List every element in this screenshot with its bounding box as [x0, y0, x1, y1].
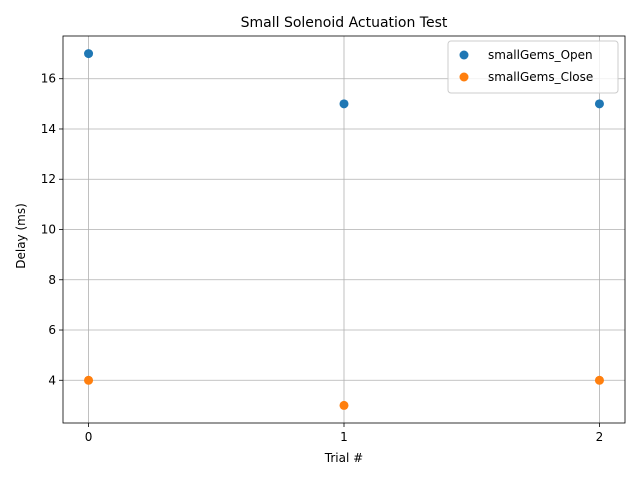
legend-marker: [459, 72, 469, 82]
data-points: [84, 49, 604, 410]
y-tick-label: 6: [48, 323, 56, 337]
y-tick-label: 4: [48, 373, 56, 387]
x-axis-label: Trial #: [324, 451, 363, 465]
legend-marker: [459, 50, 469, 60]
data-point: [84, 49, 94, 59]
data-point: [339, 400, 349, 410]
y-tick-label: 8: [48, 273, 56, 287]
data-point: [339, 99, 349, 109]
data-point: [84, 375, 94, 385]
x-tick-label: 1: [340, 430, 348, 444]
y-tick-label: 16: [41, 72, 56, 86]
series-smallGems_Close: [84, 375, 604, 410]
chart-title: Small Solenoid Actuation Test: [241, 15, 448, 31]
y-tick-label: 10: [41, 223, 56, 237]
legend-label: smallGems_Close: [488, 70, 593, 84]
grid: [63, 36, 625, 423]
x-tick-label: 0: [85, 430, 93, 444]
y-axis: 4 6 8 10 12 14 16: [41, 72, 63, 387]
legend-label: smallGems_Open: [488, 48, 593, 62]
y-tick-label: 12: [41, 172, 56, 186]
x-axis: 0 1 2: [85, 423, 604, 444]
y-tick-label: 14: [41, 122, 56, 136]
series-smallGems_Open: [84, 49, 604, 109]
data-point: [594, 99, 604, 109]
legend-box: [447, 40, 619, 94]
data-point: [594, 375, 604, 385]
x-tick-label: 2: [596, 430, 604, 444]
legend: smallGems_Open smallGems_Close: [447, 40, 619, 94]
y-axis-label: Delay (ms): [14, 203, 28, 269]
